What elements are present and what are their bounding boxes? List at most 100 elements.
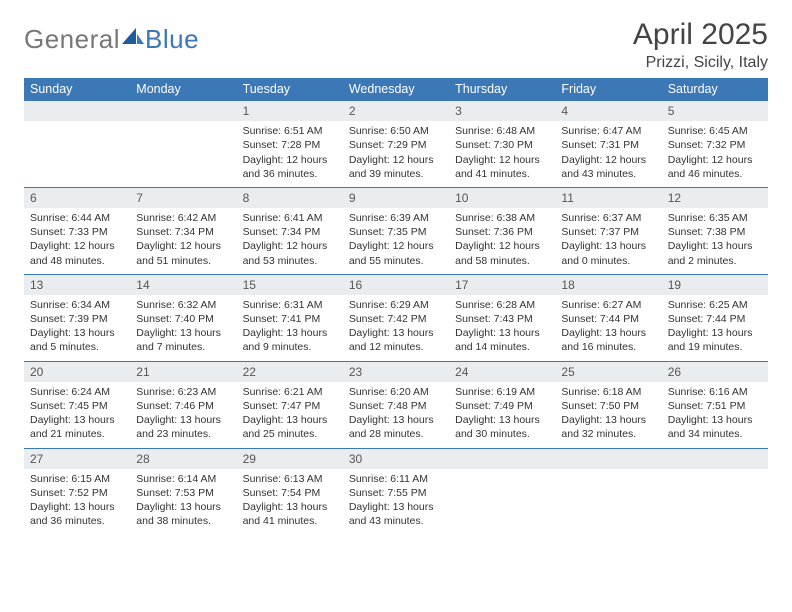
calendar-cell: 1Sunrise: 6:51 AMSunset: 7:28 PMDaylight… <box>237 100 343 187</box>
day-body: Sunrise: 6:48 AMSunset: 7:30 PMDaylight:… <box>449 121 555 187</box>
calendar-week-row: 6Sunrise: 6:44 AMSunset: 7:33 PMDaylight… <box>24 187 768 274</box>
day-body: Sunrise: 6:37 AMSunset: 7:37 PMDaylight:… <box>555 208 661 274</box>
sunset-text: Sunset: 7:34 PM <box>243 225 337 239</box>
calendar-cell: 26Sunrise: 6:16 AMSunset: 7:51 PMDayligh… <box>662 361 768 448</box>
calendar-cell: 28Sunrise: 6:14 AMSunset: 7:53 PMDayligh… <box>130 448 236 535</box>
sunset-text: Sunset: 7:37 PM <box>561 225 655 239</box>
day-body: Sunrise: 6:25 AMSunset: 7:44 PMDaylight:… <box>662 295 768 361</box>
sunrise-text: Sunrise: 6:37 AM <box>561 211 655 225</box>
day-number: 7 <box>130 187 236 208</box>
sunrise-text: Sunrise: 6:31 AM <box>243 298 337 312</box>
sunset-text: Sunset: 7:44 PM <box>668 312 762 326</box>
calendar-cell <box>130 100 236 187</box>
sunset-text: Sunset: 7:51 PM <box>668 399 762 413</box>
calendar-cell: 21Sunrise: 6:23 AMSunset: 7:46 PMDayligh… <box>130 361 236 448</box>
calendar-week-row: 13Sunrise: 6:34 AMSunset: 7:39 PMDayligh… <box>24 274 768 361</box>
day-body: Sunrise: 6:19 AMSunset: 7:49 PMDaylight:… <box>449 382 555 448</box>
sunrise-text: Sunrise: 6:39 AM <box>349 211 443 225</box>
sunrise-text: Sunrise: 6:35 AM <box>668 211 762 225</box>
day-number: 2 <box>343 100 449 121</box>
sunset-text: Sunset: 7:40 PM <box>136 312 230 326</box>
day-body-empty <box>449 469 555 534</box>
calendar-cell: 4Sunrise: 6:47 AMSunset: 7:31 PMDaylight… <box>555 100 661 187</box>
sunset-text: Sunset: 7:54 PM <box>243 486 337 500</box>
calendar-cell: 17Sunrise: 6:28 AMSunset: 7:43 PMDayligh… <box>449 274 555 361</box>
calendar-cell: 22Sunrise: 6:21 AMSunset: 7:47 PMDayligh… <box>237 361 343 448</box>
daylight-text: Daylight: 13 hours and 19 minutes. <box>668 326 762 354</box>
calendar-cell: 10Sunrise: 6:38 AMSunset: 7:36 PMDayligh… <box>449 187 555 274</box>
calendar-header-row: SundayMondayTuesdayWednesdayThursdayFrid… <box>24 78 768 100</box>
sunset-text: Sunset: 7:43 PM <box>455 312 549 326</box>
sunrise-text: Sunrise: 6:32 AM <box>136 298 230 312</box>
sunrise-text: Sunrise: 6:27 AM <box>561 298 655 312</box>
day-body: Sunrise: 6:39 AMSunset: 7:35 PMDaylight:… <box>343 208 449 274</box>
weekday-header: Thursday <box>449 78 555 100</box>
sunset-text: Sunset: 7:29 PM <box>349 138 443 152</box>
day-body: Sunrise: 6:15 AMSunset: 7:52 PMDaylight:… <box>24 469 130 535</box>
sunset-text: Sunset: 7:55 PM <box>349 486 443 500</box>
sunrise-text: Sunrise: 6:18 AM <box>561 385 655 399</box>
location-label: Prizzi, Sicily, Italy <box>633 54 768 72</box>
day-number: 4 <box>555 100 661 121</box>
daylight-text: Daylight: 13 hours and 32 minutes. <box>561 413 655 441</box>
calendar-cell <box>555 448 661 535</box>
daylight-text: Daylight: 12 hours and 43 minutes. <box>561 153 655 181</box>
calendar-cell: 13Sunrise: 6:34 AMSunset: 7:39 PMDayligh… <box>24 274 130 361</box>
calendar-cell <box>662 448 768 535</box>
day-number: 11 <box>555 187 661 208</box>
day-number: 28 <box>130 448 236 469</box>
daylight-text: Daylight: 13 hours and 9 minutes. <box>243 326 337 354</box>
daylight-text: Daylight: 12 hours and 58 minutes. <box>455 239 549 267</box>
day-body-empty <box>662 469 768 534</box>
calendar-cell: 25Sunrise: 6:18 AMSunset: 7:50 PMDayligh… <box>555 361 661 448</box>
sunset-text: Sunset: 7:52 PM <box>30 486 124 500</box>
day-body: Sunrise: 6:16 AMSunset: 7:51 PMDaylight:… <box>662 382 768 448</box>
day-body-empty <box>24 121 130 186</box>
sunset-text: Sunset: 7:33 PM <box>30 225 124 239</box>
day-body: Sunrise: 6:11 AMSunset: 7:55 PMDaylight:… <box>343 469 449 535</box>
calendar-cell: 11Sunrise: 6:37 AMSunset: 7:37 PMDayligh… <box>555 187 661 274</box>
daylight-text: Daylight: 13 hours and 25 minutes. <box>243 413 337 441</box>
sunrise-text: Sunrise: 6:47 AM <box>561 124 655 138</box>
sunset-text: Sunset: 7:38 PM <box>668 225 762 239</box>
sunrise-text: Sunrise: 6:20 AM <box>349 385 443 399</box>
brand-part1: General <box>24 24 120 54</box>
sunrise-text: Sunrise: 6:38 AM <box>455 211 549 225</box>
day-body: Sunrise: 6:31 AMSunset: 7:41 PMDaylight:… <box>237 295 343 361</box>
calendar-cell: 7Sunrise: 6:42 AMSunset: 7:34 PMDaylight… <box>130 187 236 274</box>
weekday-header: Monday <box>130 78 236 100</box>
day-body: Sunrise: 6:14 AMSunset: 7:53 PMDaylight:… <box>130 469 236 535</box>
day-body-empty <box>130 121 236 186</box>
calendar-cell: 12Sunrise: 6:35 AMSunset: 7:38 PMDayligh… <box>662 187 768 274</box>
calendar-cell: 6Sunrise: 6:44 AMSunset: 7:33 PMDaylight… <box>24 187 130 274</box>
sunrise-text: Sunrise: 6:45 AM <box>668 124 762 138</box>
brand-logo: General Blue <box>24 22 199 55</box>
day-number-empty <box>449 448 555 469</box>
day-number: 1 <box>237 100 343 121</box>
calendar-cell: 29Sunrise: 6:13 AMSunset: 7:54 PMDayligh… <box>237 448 343 535</box>
sunrise-text: Sunrise: 6:28 AM <box>455 298 549 312</box>
page-header: GeneralBlue April 2025 Prizzi, Sicily, I… <box>24 18 768 72</box>
sunrise-text: Sunrise: 6:15 AM <box>30 472 124 486</box>
day-number: 5 <box>662 100 768 121</box>
day-number: 8 <box>237 187 343 208</box>
calendar-cell: 27Sunrise: 6:15 AMSunset: 7:52 PMDayligh… <box>24 448 130 535</box>
calendar-cell: 30Sunrise: 6:11 AMSunset: 7:55 PMDayligh… <box>343 448 449 535</box>
sunset-text: Sunset: 7:48 PM <box>349 399 443 413</box>
calendar-cell: 19Sunrise: 6:25 AMSunset: 7:44 PMDayligh… <box>662 274 768 361</box>
daylight-text: Daylight: 12 hours and 48 minutes. <box>30 239 124 267</box>
daylight-text: Daylight: 13 hours and 36 minutes. <box>30 500 124 528</box>
day-body: Sunrise: 6:44 AMSunset: 7:33 PMDaylight:… <box>24 208 130 274</box>
brand-sail-icon <box>122 22 144 53</box>
weekday-header: Sunday <box>24 78 130 100</box>
day-body-empty <box>555 469 661 534</box>
sunset-text: Sunset: 7:46 PM <box>136 399 230 413</box>
calendar-cell <box>449 448 555 535</box>
brand-part2: Blue <box>145 24 199 54</box>
weekday-header: Friday <box>555 78 661 100</box>
day-number: 24 <box>449 361 555 382</box>
day-number: 17 <box>449 274 555 295</box>
day-number: 6 <box>24 187 130 208</box>
daylight-text: Daylight: 13 hours and 2 minutes. <box>668 239 762 267</box>
sunrise-text: Sunrise: 6:44 AM <box>30 211 124 225</box>
